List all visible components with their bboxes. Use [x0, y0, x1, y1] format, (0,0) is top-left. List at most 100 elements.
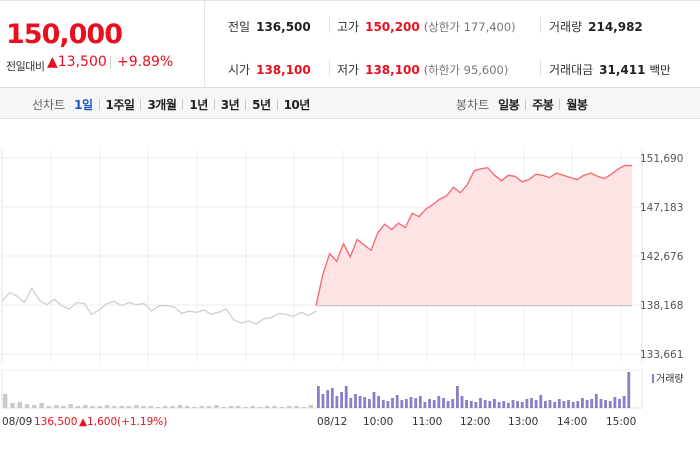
volume-bar	[460, 396, 464, 408]
volume-bar	[516, 401, 519, 408]
prev-change-pct-label: (+1.19%)	[117, 416, 167, 428]
line-chart-label: 선차트	[32, 98, 66, 112]
volume-bar	[386, 401, 390, 408]
tab-1day[interactable]: 1일	[74, 98, 93, 112]
volume-bar	[3, 394, 8, 408]
volume-bar	[520, 402, 524, 408]
stat-high: 고가 150,200 (상한가 177,400)	[337, 20, 516, 34]
volume-bar	[493, 399, 496, 408]
prev-day-line	[1, 286, 317, 325]
y-axis-labels: 151,690 147,183 142,676 138,168 133,661	[640, 153, 684, 361]
intraday-price-chart: 151,690 147,183 142,676 138,168 133,661 …	[1, 150, 684, 428]
volume-bar	[428, 399, 431, 408]
volume-bar	[112, 406, 117, 408]
volume-bar	[553, 402, 557, 408]
volume-bar	[221, 407, 226, 408]
volume-bar	[418, 396, 422, 408]
volume-bar	[368, 399, 371, 408]
volume-bar	[155, 407, 161, 408]
volume-bar	[456, 386, 459, 408]
volume-bar	[451, 399, 455, 408]
tab-weekly-candle[interactable]: 주봉	[532, 98, 554, 112]
prev-date-label: 08/09	[2, 416, 32, 428]
volume-bar	[613, 397, 617, 408]
volume-bar	[372, 392, 376, 408]
volume-bar	[335, 396, 339, 408]
volume-bar	[548, 400, 552, 408]
volume-bar	[83, 405, 88, 408]
volume-bar	[24, 404, 30, 408]
stat-volume: 거래량 214,982	[549, 20, 643, 34]
volume-bar	[576, 401, 580, 408]
y-tick-label: 142,676	[640, 251, 684, 263]
volume-bar	[90, 406, 95, 408]
change-label: 전일대비	[6, 60, 45, 73]
tab-1year[interactable]: 1년	[189, 98, 208, 112]
volume-bar	[326, 390, 330, 408]
volume-bar	[68, 404, 73, 408]
volume-bar	[75, 406, 81, 408]
volume-bar	[272, 406, 277, 408]
tab-1week[interactable]: 1주일	[105, 98, 135, 112]
volume-bar	[243, 407, 248, 408]
x-tick-label: 12:00	[460, 416, 490, 428]
volume-bar	[250, 406, 255, 408]
volume-bar	[235, 406, 241, 408]
divider	[559, 99, 561, 110]
volume-bar	[511, 400, 515, 408]
change-percent: +9.89%	[117, 54, 174, 70]
tab-monthly-candle[interactable]: 월봉	[566, 98, 588, 112]
volume-bar	[594, 394, 598, 408]
volume-bar	[432, 400, 436, 408]
volume-bar	[265, 406, 270, 408]
volume-bar	[622, 396, 626, 408]
volume-bar	[377, 396, 380, 408]
current-price: 150,000	[6, 19, 123, 50]
prev-change-label: ▲1,600	[79, 416, 117, 428]
price-summary: 150,000 전일대비 ▲13,500 +9.89%	[0, 1, 205, 88]
volume-bar	[61, 406, 66, 408]
volume-bar	[391, 398, 394, 408]
volume-bar	[469, 401, 473, 408]
y-tick-label: 151,690	[640, 153, 683, 165]
volume-bar	[228, 406, 234, 408]
volume-bar	[340, 392, 343, 408]
volume-bar	[608, 401, 612, 408]
divider	[140, 99, 142, 110]
volume-bar	[126, 406, 132, 408]
volume-bar	[54, 405, 59, 408]
today-price-area	[315, 164, 632, 306]
tab-daily-candle[interactable]: 일봉	[498, 98, 520, 112]
volume-bar	[571, 402, 575, 408]
tab-3year[interactable]: 3년	[220, 98, 240, 112]
candle-chart-tabs: 봉차트 일봉 주봉 월봉	[456, 96, 588, 113]
divider	[98, 99, 100, 110]
volume-bar	[317, 386, 320, 408]
volume-bar	[539, 395, 543, 408]
tab-10year[interactable]: 10년	[283, 98, 311, 112]
volume-bar	[330, 388, 334, 408]
divider	[329, 17, 330, 33]
volume-bar	[163, 406, 168, 408]
volume-bar	[354, 394, 357, 408]
volume-bar	[562, 401, 566, 408]
divider	[182, 99, 184, 110]
tab-5year[interactable]: 5년	[252, 98, 271, 112]
divider	[525, 99, 527, 110]
volume-bar	[363, 397, 367, 408]
volume-bar	[134, 405, 139, 408]
tab-3month[interactable]: 3개월	[147, 98, 177, 112]
volume-bar	[557, 399, 561, 408]
candle-chart-label: 봉차트	[456, 98, 490, 112]
chart-period-tabs: 선차트 1일 1주일 3개월 1년 3년 5년 10년 봉차트 일봉 주봉 월봉	[0, 88, 700, 119]
volume-bar	[506, 403, 510, 408]
volume-bar	[405, 399, 408, 408]
volume-bar	[301, 407, 306, 408]
volume-bars	[1, 369, 643, 409]
x-tick-label: 08/12	[317, 416, 347, 428]
volume-bar	[148, 406, 153, 408]
volume-bar	[381, 400, 385, 408]
x-tick-label: 11:00	[412, 416, 442, 428]
volume-bar	[479, 398, 482, 408]
y-tick-label: 138,168	[640, 300, 683, 312]
